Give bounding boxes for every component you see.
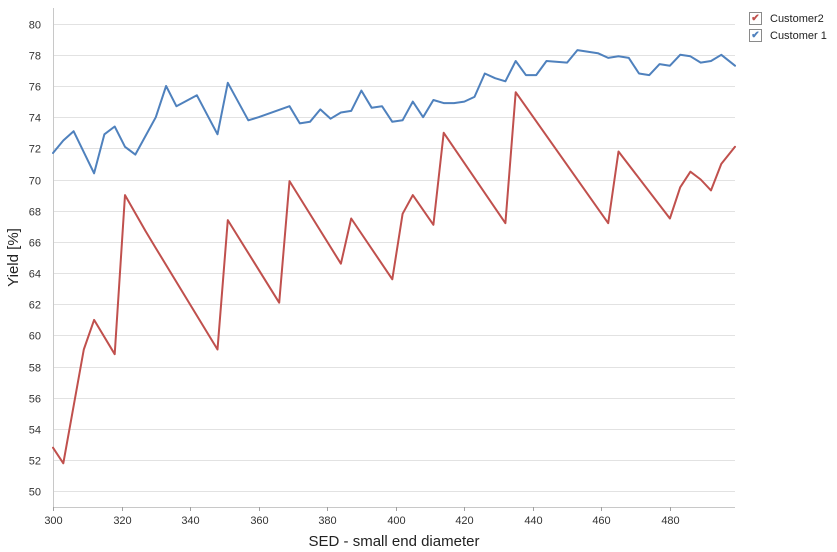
x-tick-label: 340 xyxy=(181,515,199,527)
y-tick-label: 50 xyxy=(29,487,41,499)
y-tick-label: 54 xyxy=(29,425,41,437)
y-tick-label: 76 xyxy=(29,82,41,94)
y-tick-label: 52 xyxy=(29,456,41,468)
y-tick-label: 78 xyxy=(29,51,41,63)
legend-label: Customer2 xyxy=(770,12,824,25)
y-tick-label: 56 xyxy=(29,394,41,406)
y-tick-label: 68 xyxy=(29,207,41,219)
x-tick-label: 380 xyxy=(318,515,336,527)
y-tick-label: 66 xyxy=(29,238,41,250)
grid-lines xyxy=(53,24,735,492)
y-tick-label: 70 xyxy=(29,176,41,188)
y-tick-label: 64 xyxy=(29,269,41,281)
y-tick-label: 62 xyxy=(29,300,41,312)
legend: ✔ Customer2 ✔ Customer 1 xyxy=(749,10,827,44)
y-axis-title: Yield [%] xyxy=(5,228,22,287)
x-tick-label: 440 xyxy=(524,515,542,527)
y-tick-label: 60 xyxy=(29,331,41,343)
x-tick-label: 300 xyxy=(44,515,62,527)
y-tick-label: 72 xyxy=(29,144,41,156)
legend-label: Customer 1 xyxy=(770,29,827,42)
y-tick-label: 80 xyxy=(29,20,41,32)
checkbox-icon[interactable]: ✔ xyxy=(749,12,762,25)
x-axis-title: SED - small end diameter xyxy=(309,533,480,550)
x-tick-label: 460 xyxy=(592,515,610,527)
series-lines xyxy=(52,49,736,465)
axes xyxy=(53,8,735,511)
legend-item[interactable]: ✔ Customer 1 xyxy=(749,27,827,44)
x-tick-label: 400 xyxy=(387,515,405,527)
series-line-1 xyxy=(52,49,736,175)
checkbox-icon[interactable]: ✔ xyxy=(749,29,762,42)
series-line-0 xyxy=(52,91,736,465)
x-tick-label: 320 xyxy=(113,515,131,527)
y-tick-label: 74 xyxy=(29,113,41,125)
legend-item[interactable]: ✔ Customer2 xyxy=(749,10,827,27)
x-tick-label: 420 xyxy=(455,515,473,527)
y-tick-label: 58 xyxy=(29,363,41,375)
tick-labels: 50 52 54 56 58 60 62 64 66 68 70 72 74 76 78 80 300 320 34… xyxy=(29,20,680,528)
x-tick-label: 480 xyxy=(661,515,679,527)
x-tick-label: 360 xyxy=(250,515,268,527)
